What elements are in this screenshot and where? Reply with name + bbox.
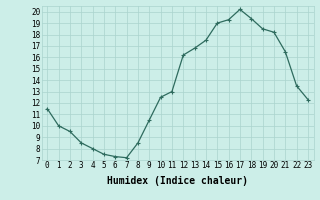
X-axis label: Humidex (Indice chaleur): Humidex (Indice chaleur) — [107, 176, 248, 186]
